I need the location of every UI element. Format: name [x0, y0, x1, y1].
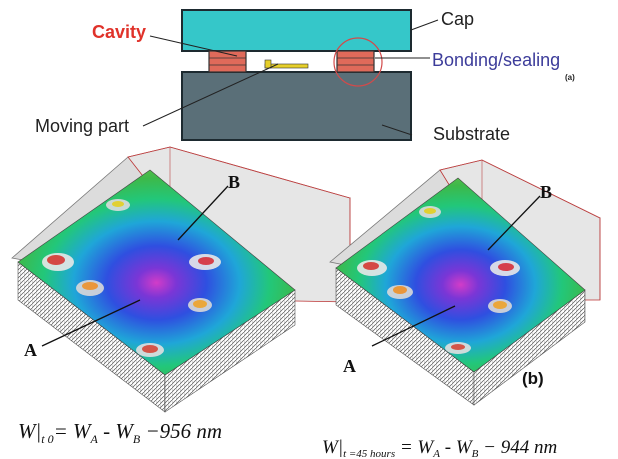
point-b-label-right: B: [540, 182, 552, 202]
moving-part-leader: [142, 63, 279, 127]
equation-right: W|t =45 hours = WA - WB − 944 nm: [322, 437, 557, 459]
point-b-leader-right: [487, 195, 541, 251]
surface-top: [17, 169, 296, 376]
right-seal: [336, 50, 375, 73]
cap-block: [181, 9, 412, 52]
surface-plot-left: B A: [11, 146, 351, 413]
seal-highlight-circle: [333, 37, 383, 87]
package-cross-section: Cavity Cap Bonding/sealing (a) Moving pa…: [35, 9, 575, 144]
edge-bumps: [42, 199, 221, 357]
cavity-leader: [149, 35, 238, 57]
bonding-sealing-label: Bonding/sealing: [432, 50, 560, 70]
surface-top: [335, 177, 586, 373]
surface-plot-right: B A (b): [329, 159, 601, 406]
cavity-label: Cavity: [92, 22, 146, 42]
equation-left: W|t 0= WA - WB −956 nm: [18, 419, 222, 446]
substrate-block: [181, 71, 412, 141]
substrate-label: Substrate: [433, 124, 510, 144]
substrate-leader: [381, 124, 413, 136]
cap-leader: [410, 19, 439, 31]
moving-part-label: Moving part: [35, 116, 129, 136]
part-b-label: (b): [522, 369, 544, 388]
point-a-leader-left: [41, 299, 141, 347]
moving-part-cantilever: [264, 59, 309, 69]
cap-label: Cap: [441, 9, 474, 29]
point-a-label-right: A: [343, 356, 356, 376]
point-a-label-left: A: [24, 340, 37, 360]
point-b-leader-left: [177, 185, 229, 241]
point-b-label-left: B: [228, 172, 240, 192]
part-a-label: (a): [565, 73, 575, 82]
edge-bumps: [357, 206, 520, 354]
point-a-leader-right: [371, 305, 456, 347]
